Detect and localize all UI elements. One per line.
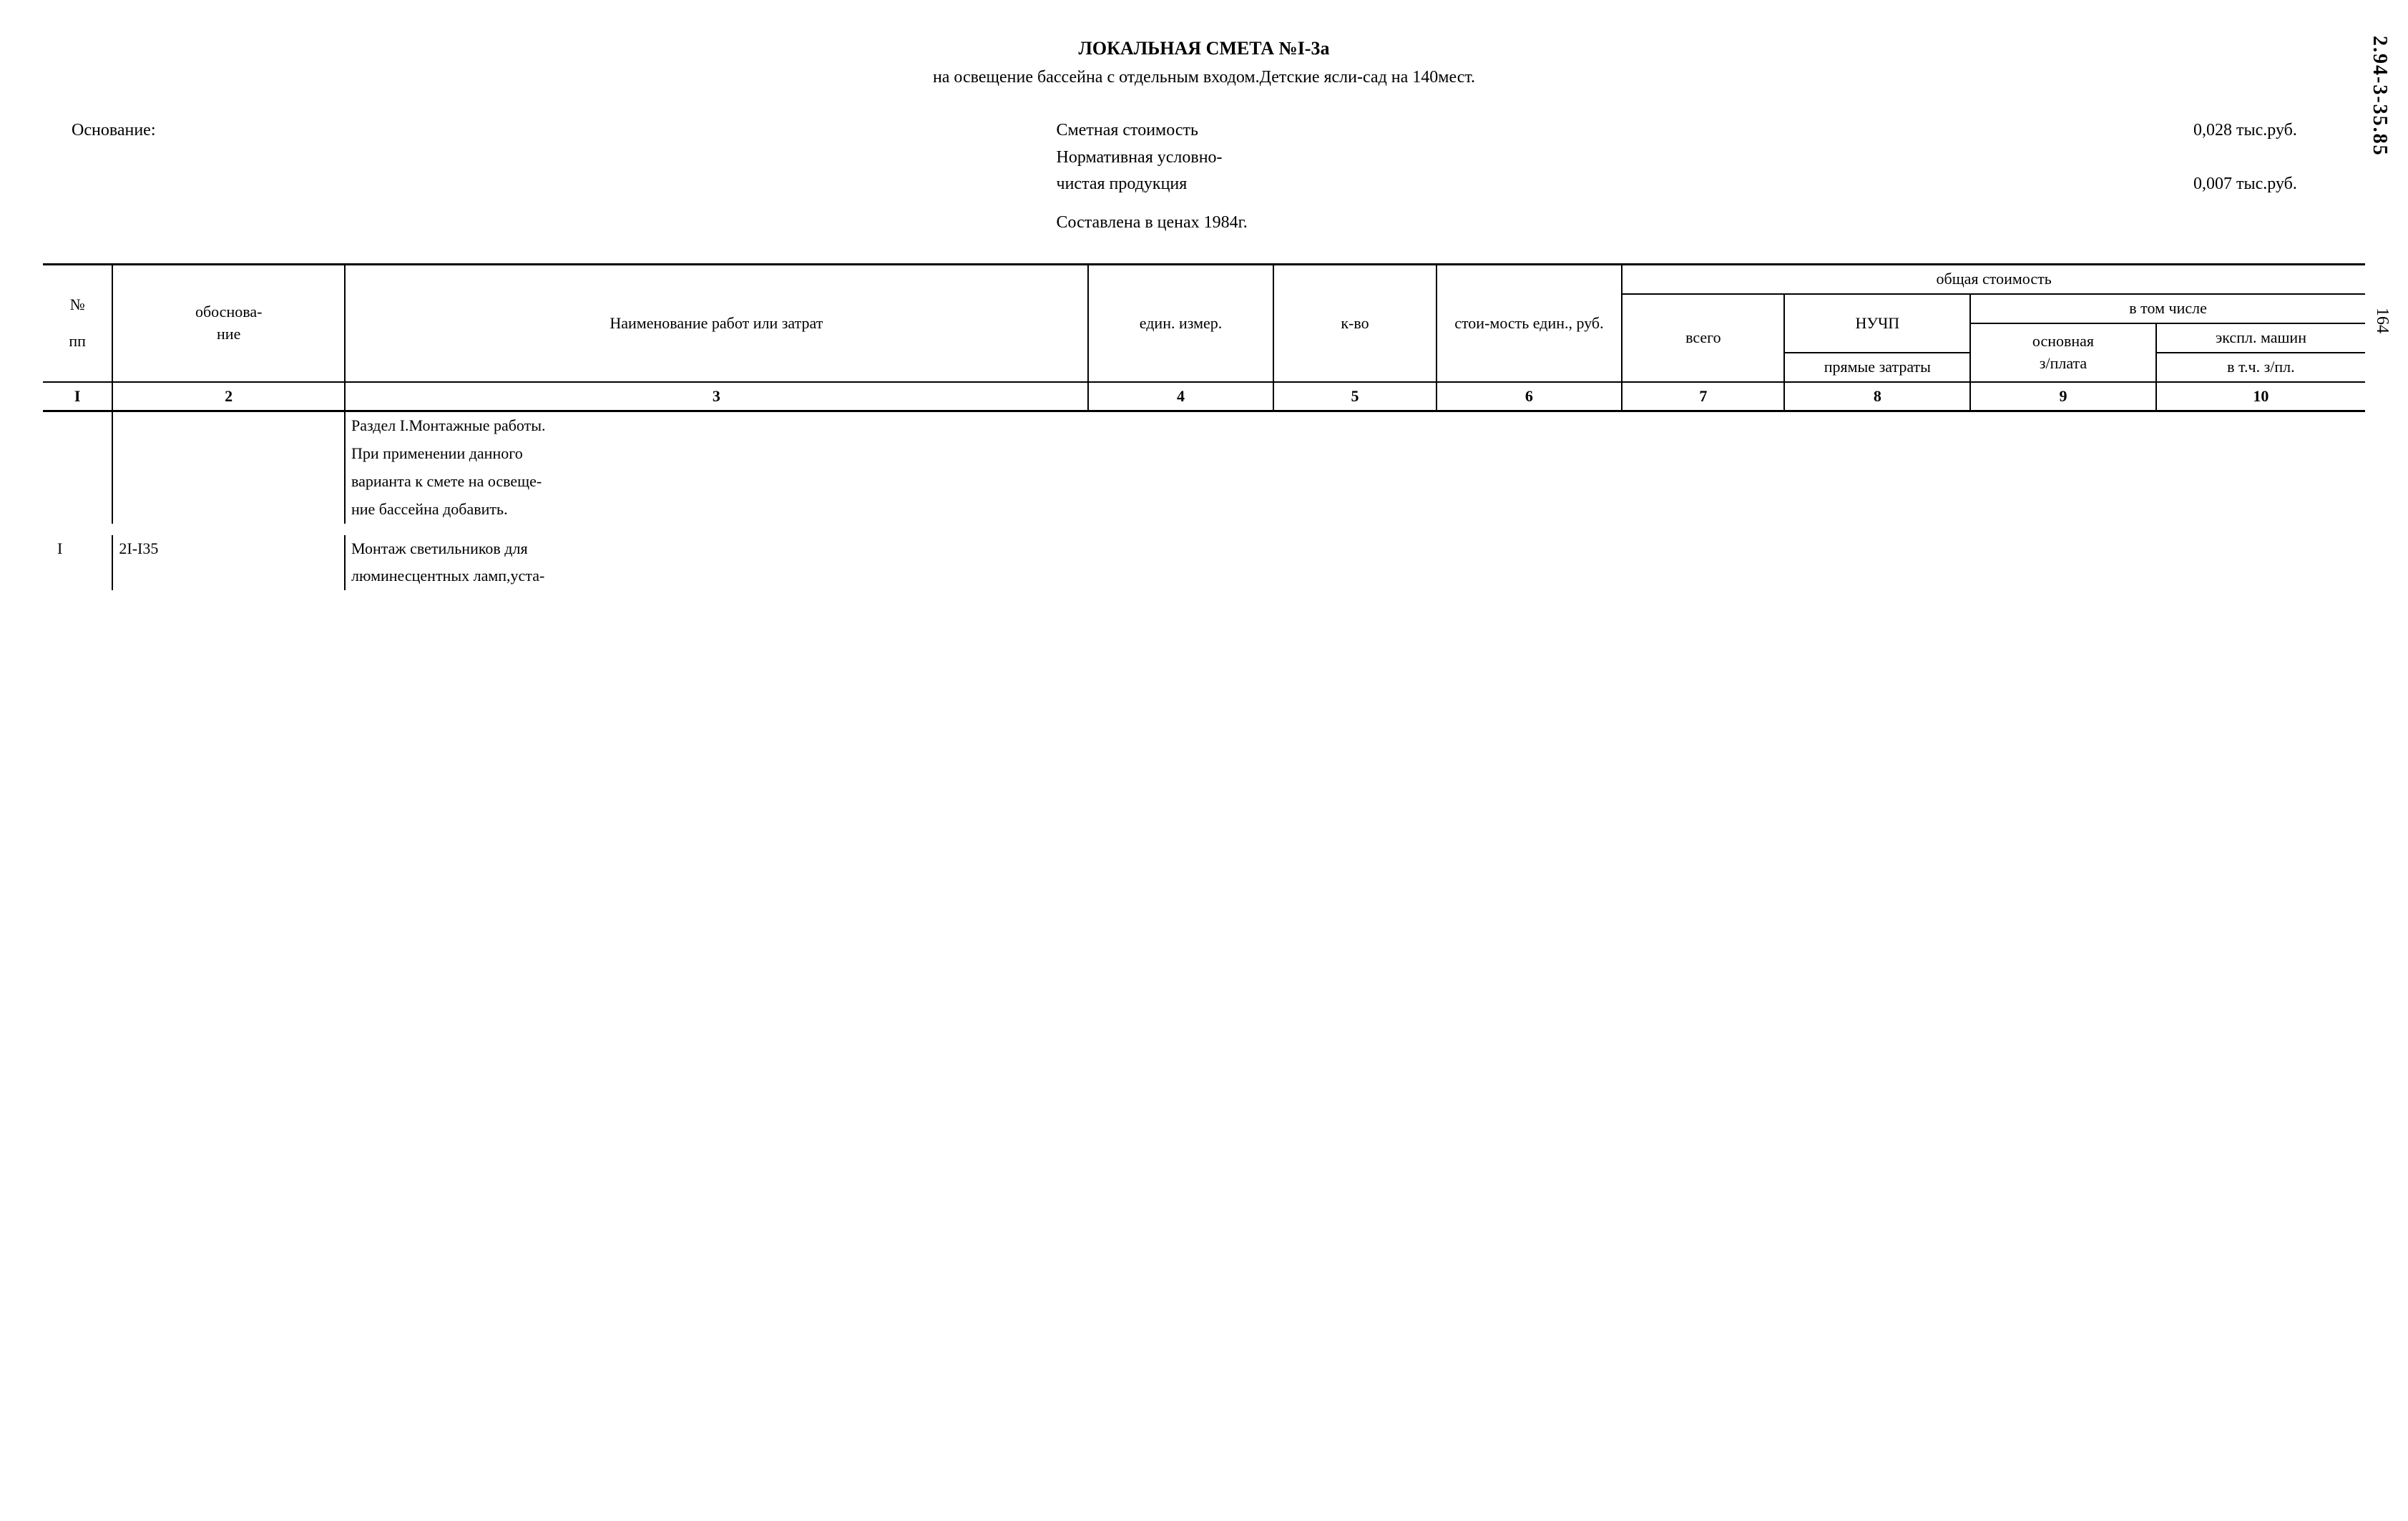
table-row: Раздел I.Монтажные работы. (43, 411, 2365, 440)
cell-code (112, 562, 345, 590)
col-header-qty: к-во (1273, 265, 1436, 382)
colnum-5: 5 (1273, 382, 1436, 411)
col-header-unit-cost: стои-мость един., руб. (1437, 265, 1623, 382)
col-header-wage: основная з/плата (1970, 323, 2156, 382)
cell-name: Раздел I.Монтажные работы. (345, 411, 2365, 440)
colnum-9: 9 (1970, 382, 2156, 411)
colnum-6: 6 (1437, 382, 1623, 411)
cell-name: ние бассейна добавить. (345, 496, 2365, 524)
spacer-row (43, 524, 2365, 535)
col-header-total: общая стоимость (1622, 265, 2365, 294)
meta-left: Основание: (72, 119, 1057, 235)
cell-code (112, 468, 345, 496)
basis-label: Основание: (72, 119, 1057, 143)
cell-name: варианта к смете на освеще- (345, 468, 2365, 496)
colnum-10: 10 (2156, 382, 2365, 411)
colnum-3: 3 (345, 382, 1088, 411)
col-header-incl-wage: в т.ч. з/пл. (2156, 353, 2365, 382)
colnum-8: 8 (1784, 382, 1970, 411)
meta-section: Основание: Сметная стоимость 0,028 тыс.р… (43, 119, 2365, 235)
estimate-table: № пп обоснова- ние Наименование работ ил… (43, 263, 2365, 590)
cost-value: 0,028 тыс.руб. (2193, 119, 2336, 143)
col-header-unit: един. измер. (1088, 265, 1274, 382)
page-number: 164 (2369, 308, 2394, 333)
document-subtitle: на освещение бассейна с отдельным входом… (43, 66, 2365, 90)
col-header-basis: обоснова- ние (112, 265, 345, 382)
cell-code: 2I-I35 (112, 535, 345, 563)
cell-name: При применении данного (345, 440, 2365, 468)
table-row: люминесцентных ламп,уста- (43, 562, 2365, 590)
table-row: При применении данного (43, 440, 2365, 468)
col-header-direct: прямые затраты (1784, 353, 1970, 382)
col-header-machines: экспл. машин (2156, 323, 2365, 353)
norm-label-1: Нормативная условно- (1057, 146, 2193, 170)
compiled-note: Составлена в ценах 1984г. (1057, 211, 2336, 235)
meta-right: Сметная стоимость 0,028 тыс.руб. Нормати… (1057, 119, 2336, 235)
col-header-name: Наименование работ или затрат (345, 265, 1088, 382)
col-header-incl: в том числе (1970, 294, 2365, 323)
colnum-7: 7 (1622, 382, 1784, 411)
cell-num (43, 440, 112, 468)
document-header: ЛОКАЛЬНАЯ СМЕТА №I-3а на освещение бассе… (43, 36, 2365, 90)
cell-name: Монтаж светильников для (345, 535, 2365, 563)
col-header-num: № пп (43, 265, 112, 382)
table-row: варианта к смете на освеще- (43, 468, 2365, 496)
document-title: ЛОКАЛЬНАЯ СМЕТА №I-3а (43, 36, 2365, 62)
table-row: ние бассейна добавить. (43, 496, 2365, 524)
col-header-vsego: всего (1622, 294, 1784, 381)
cell-code (112, 411, 345, 440)
document-code-label: 2.94-3-35.85 (2366, 36, 2394, 157)
table-row: I2I-I35Монтаж светильников для (43, 535, 2365, 563)
table-header-row: № пп обоснова- ние Наименование работ ил… (43, 265, 2365, 294)
cell-code (112, 440, 345, 468)
cell-num (43, 496, 112, 524)
cell-num (43, 411, 112, 440)
norm-value: 0,007 тыс.руб. (2193, 172, 2336, 197)
colnum-4: 4 (1088, 382, 1274, 411)
column-number-row: I 2 3 4 5 6 7 8 9 10 (43, 382, 2365, 411)
norm-label-2: чистая продукция (1057, 172, 2193, 197)
cell-num (43, 468, 112, 496)
cell-code (112, 496, 345, 524)
colnum-1: I (43, 382, 112, 411)
col-header-nuchp: НУЧП (1784, 294, 1970, 353)
cell-num (43, 562, 112, 590)
cell-name: люминесцентных ламп,уста- (345, 562, 2365, 590)
colnum-2: 2 (112, 382, 345, 411)
cost-label: Сметная стоимость (1057, 119, 2193, 143)
cell-num: I (43, 535, 112, 563)
